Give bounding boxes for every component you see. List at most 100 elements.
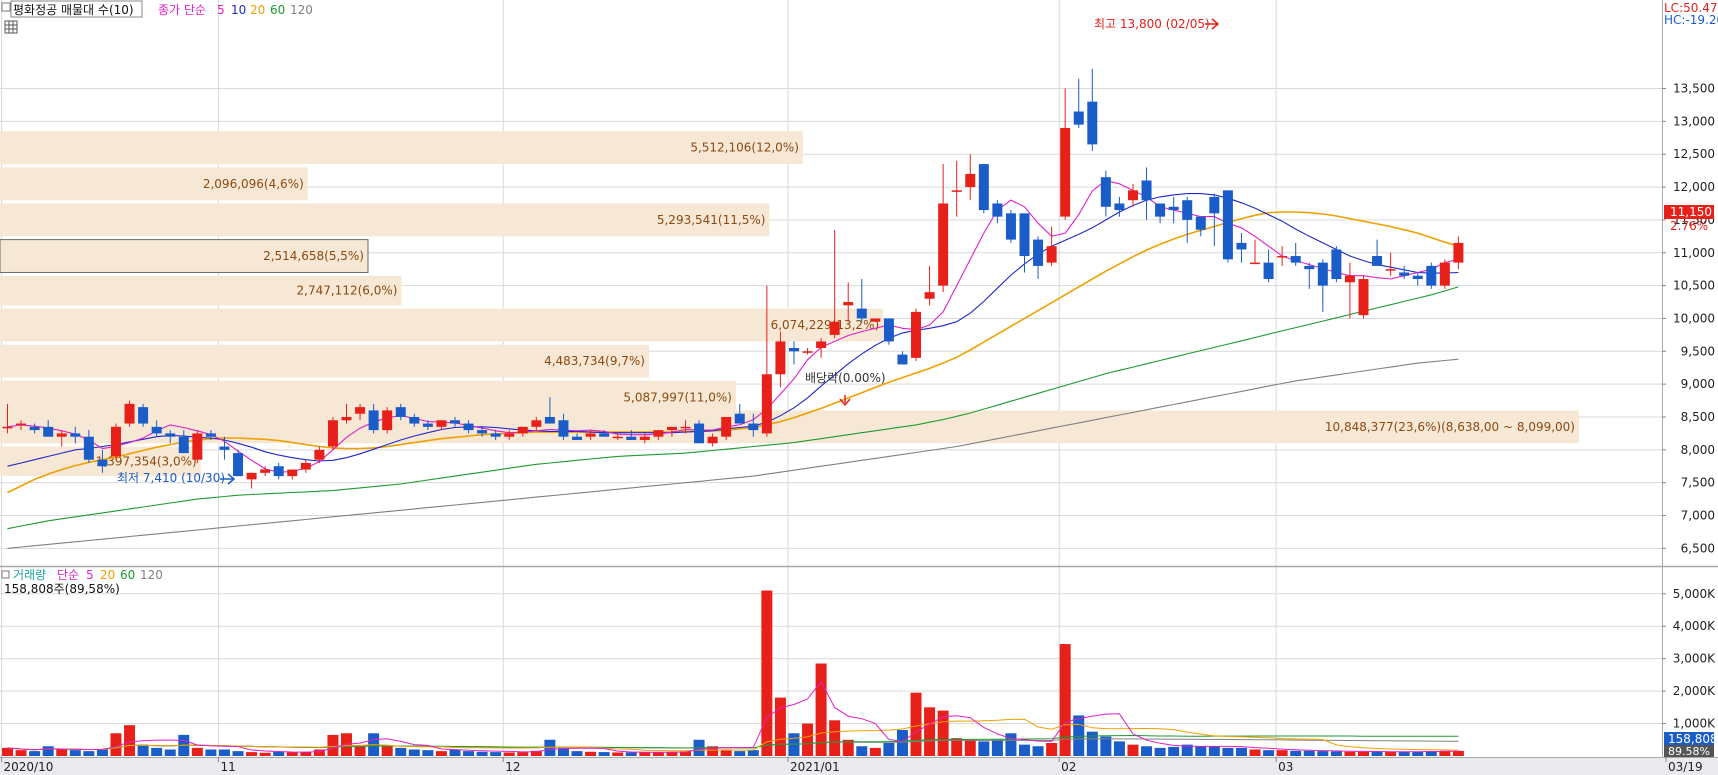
- volume-bar: [83, 751, 95, 756]
- volume-bar: [1073, 715, 1085, 756]
- table-icon[interactable]: [4, 20, 18, 34]
- ma-legend-10: 10: [231, 3, 246, 17]
- candle-body: [110, 426, 121, 457]
- candle-body: [626, 436, 637, 440]
- candle-body: [138, 407, 149, 424]
- candle-body: [883, 318, 894, 342]
- candle-body: [1087, 101, 1098, 145]
- volume-tick-label: 4,000K: [1673, 619, 1716, 633]
- candle-body: [16, 423, 27, 426]
- volume-bar: [991, 739, 1003, 756]
- candle-body: [219, 446, 230, 450]
- volume-moving-averages: [7, 680, 1459, 753]
- volume-profile-bar: [0, 239, 369, 273]
- candle-body: [463, 423, 474, 431]
- volume-bar: [110, 733, 122, 756]
- candle-body: [666, 426, 677, 431]
- candle-body: [151, 426, 162, 434]
- candle-body: [748, 423, 759, 431]
- volume-bar: [164, 749, 176, 756]
- date-tick-label: 03/19: [1668, 760, 1703, 774]
- candle-body: [1304, 265, 1315, 270]
- candle-body: [165, 433, 176, 437]
- price-axis: 13,50013,00012,50012,00011,50011,00010,5…: [1662, 82, 1715, 555]
- candle-body: [409, 416, 420, 424]
- volume-bar: [1208, 746, 1220, 756]
- volume-bar: [96, 749, 108, 756]
- candle-body: [205, 433, 216, 437]
- candle-body: [572, 436, 583, 440]
- volume-bar: [964, 739, 976, 756]
- candle-body: [1358, 279, 1369, 316]
- candle-body: [897, 354, 908, 365]
- candle-body: [178, 436, 189, 454]
- volume-bar: [1317, 751, 1329, 756]
- candle-body: [1114, 203, 1125, 211]
- candle-body: [599, 433, 610, 437]
- volume-bar: [354, 746, 366, 756]
- candle-body: [1263, 262, 1274, 280]
- volume-profile-bar: [0, 344, 649, 378]
- candle-body: [1168, 206, 1179, 211]
- candle-body: [531, 420, 542, 427]
- volume-bar: [191, 747, 203, 756]
- volume-bar: [734, 751, 746, 756]
- candle-body: [368, 410, 379, 431]
- volume-ma5-line: [7, 680, 1459, 753]
- price-tag-box: [1664, 205, 1714, 219]
- volume-bar: [1113, 741, 1125, 756]
- volume-bar: [381, 746, 393, 756]
- candle-body: [260, 469, 271, 473]
- indicator-label[interactable]: 평화정공 매물대 수(10): [13, 3, 134, 17]
- volume-tick-label: 2,000K: [1673, 684, 1716, 698]
- volume-bar: [205, 749, 217, 756]
- volume-bar: [1086, 731, 1098, 756]
- volume-bar: [951, 738, 963, 756]
- candle-body: [43, 426, 54, 437]
- volume-bar: [1439, 750, 1451, 756]
- price-tick-label: 8,500: [1681, 410, 1715, 424]
- ma5-line: [7, 179, 1459, 473]
- candle-body: [653, 430, 664, 437]
- date-tick-label: 02: [1061, 760, 1076, 774]
- candle-body: [639, 436, 650, 440]
- volume-bar: [802, 723, 814, 756]
- volume-pct: 89.58%: [1668, 745, 1710, 758]
- candle-body: [938, 203, 949, 286]
- candle-body: [246, 472, 257, 480]
- candle-body: [788, 348, 799, 352]
- candle-body: [1127, 190, 1138, 201]
- candle-body: [1344, 275, 1355, 283]
- candle-body: [978, 164, 989, 211]
- volume-checkbox[interactable]: [1, 570, 10, 579]
- candle-body: [612, 436, 623, 439]
- volume-profile-label: 5,512,106(12,0%): [690, 141, 799, 155]
- candles: [2, 68, 1464, 489]
- candle-body: [585, 433, 596, 437]
- volume-bar: [842, 739, 854, 756]
- volume-bar: [680, 751, 691, 756]
- price-change-pct: 2.76%: [1670, 219, 1708, 233]
- lc-label: LC:50.47: [1664, 1, 1717, 15]
- candle-body: [1290, 256, 1301, 263]
- x-axis-bar: [0, 757, 1718, 775]
- candle-body: [707, 436, 718, 444]
- volume-tick-label: 3,000K: [1673, 652, 1716, 666]
- volume-bar: [666, 751, 678, 756]
- candle-body: [97, 459, 108, 467]
- volume-bar: [449, 749, 461, 756]
- candle-body: [477, 430, 488, 434]
- candle-body: [1060, 127, 1071, 217]
- volume-bar: [463, 751, 475, 756]
- candle-body: [1182, 200, 1193, 220]
- volume-bar: [598, 752, 610, 756]
- candle-body: [1372, 256, 1383, 266]
- volume-bar: [707, 746, 719, 756]
- volume-bar: [720, 749, 732, 756]
- ma-legend-label: 종가 단순: [158, 3, 206, 17]
- volume-profile-label: 6,074,229(13,2%): [771, 318, 880, 332]
- date-axis: 2020/10 11 12 2021/01 02 03 03/19: [1, 757, 1703, 774]
- indicator-checkbox[interactable]: [1, 2, 11, 12]
- candle-body: [355, 407, 366, 414]
- volume-bar: [1371, 751, 1383, 756]
